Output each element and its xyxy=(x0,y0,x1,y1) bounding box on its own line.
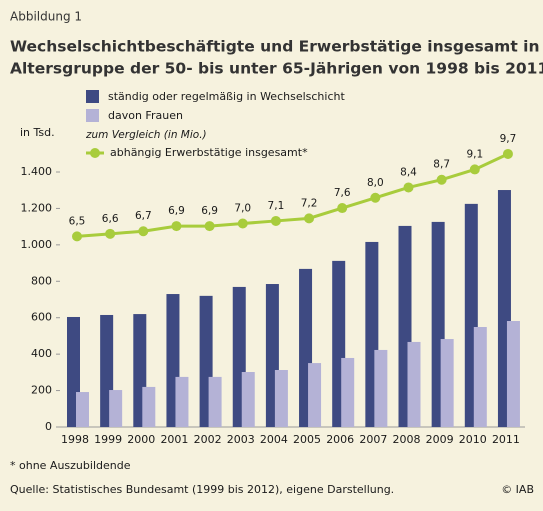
line-marker xyxy=(370,192,381,203)
x-tick-label: 2004 xyxy=(260,433,288,446)
y-tick-label: 1.000 xyxy=(21,238,53,251)
y-tick-label: 400 xyxy=(31,347,52,360)
x-tick-label: 2003 xyxy=(227,433,255,446)
x-tick-label: 2007 xyxy=(359,433,387,446)
bar xyxy=(341,357,355,427)
legend-label: ständig oder regelmäßig in Wechselschich… xyxy=(108,90,345,103)
y-tick-label: 600 xyxy=(31,311,52,324)
value-label: 8,0 xyxy=(367,177,384,189)
y-tick-label: 0 xyxy=(45,420,52,433)
x-tick-label: 2005 xyxy=(293,433,321,446)
value-label: 7,1 xyxy=(268,200,285,212)
legend-marker xyxy=(90,148,100,158)
line-marker xyxy=(171,221,182,232)
line xyxy=(76,152,509,238)
line-marker xyxy=(138,226,149,237)
line-marker xyxy=(72,231,82,242)
value-label: 6,9 xyxy=(168,205,185,217)
figure-label: Abbildung 1 xyxy=(10,10,82,24)
legend-swatch xyxy=(86,109,99,122)
legend-label: davon Frauen xyxy=(108,109,183,122)
bar xyxy=(440,339,454,427)
line-marker xyxy=(403,182,414,193)
bar xyxy=(208,376,222,427)
y-tick-label: 1.400 xyxy=(21,165,53,178)
value-label: 9,7 xyxy=(500,133,517,145)
bar xyxy=(142,386,156,427)
legend-note: zum Vergleich (in Mio.) xyxy=(85,129,207,141)
line-marker xyxy=(237,218,248,229)
value-label: 9,1 xyxy=(466,148,483,160)
x-tick-label: 2011 xyxy=(492,433,520,446)
bar xyxy=(76,392,89,427)
x-tick-label: 2002 xyxy=(194,433,222,446)
line-marker xyxy=(270,215,281,226)
value-label: 8,7 xyxy=(433,159,450,171)
value-label: 6,9 xyxy=(201,205,218,217)
value-label: 7,0 xyxy=(234,203,251,215)
x-tick-label: 2006 xyxy=(326,433,354,446)
value-label: 6,5 xyxy=(69,215,86,227)
bar xyxy=(308,363,322,427)
bar xyxy=(175,376,189,427)
value-label: 7,2 xyxy=(301,197,318,209)
bar xyxy=(473,327,487,427)
x-tick-label: 2010 xyxy=(459,433,487,446)
legend-label: abhängig Erwerbstätige insgesamt* xyxy=(110,146,308,159)
line-marker xyxy=(204,221,215,232)
bar xyxy=(407,341,421,427)
x-tick-label: 1998 xyxy=(61,433,89,446)
y-axis-label: in Tsd. xyxy=(20,126,55,139)
credit: © IAB xyxy=(501,483,534,496)
bar xyxy=(241,371,255,427)
line-marker xyxy=(436,174,447,185)
legend-swatch xyxy=(86,90,99,103)
chart-title: Altersgruppe der 50- bis unter 65-Jährig… xyxy=(10,60,543,78)
y-tick-label: 1.200 xyxy=(21,201,53,214)
bar xyxy=(506,320,520,427)
line-marker xyxy=(304,213,315,224)
x-tick-label: 2000 xyxy=(127,433,155,446)
chart-title: Wechselschichtbeschäftigte und Erwerbstä… xyxy=(10,38,543,56)
y-tick-label: 200 xyxy=(31,384,52,397)
source: Quelle: Statistisches Bundesamt (1999 bi… xyxy=(10,483,394,496)
y-tick-label: 800 xyxy=(31,274,52,287)
bar xyxy=(109,390,123,427)
line-marker xyxy=(337,203,348,214)
x-tick-label: 2008 xyxy=(393,433,421,446)
line-marker xyxy=(502,148,513,159)
value-label: 6,7 xyxy=(135,210,152,222)
value-label: 6,6 xyxy=(102,213,119,225)
x-tick-label: 1999 xyxy=(94,433,122,446)
bar xyxy=(274,369,288,427)
line-marker xyxy=(105,228,116,239)
x-tick-label: 2001 xyxy=(160,433,188,446)
value-label: 7,6 xyxy=(334,187,351,199)
bar xyxy=(374,349,388,427)
line-marker xyxy=(469,164,480,175)
value-label: 8,4 xyxy=(400,166,417,178)
x-tick-label: 2009 xyxy=(426,433,454,446)
footnote: * ohne Auszubildende xyxy=(10,459,131,472)
